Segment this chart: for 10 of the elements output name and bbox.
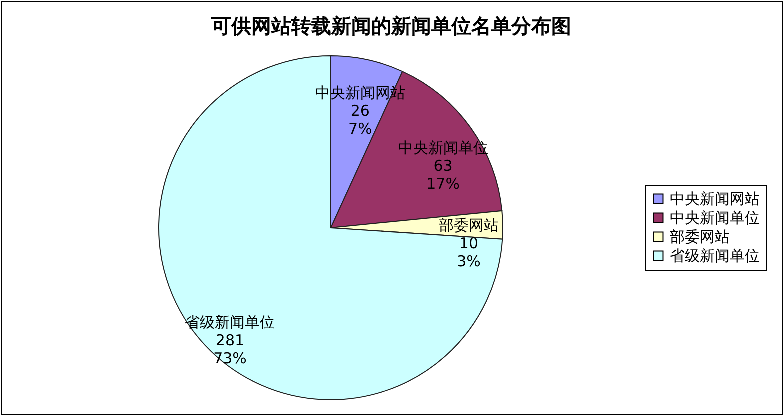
chart-title: 可供网站转载新闻的新闻单位名单分布图 [210, 14, 572, 38]
legend-label: 中央新闻单位 [670, 209, 760, 227]
legend-label: 中央新闻网站 [670, 190, 760, 208]
slice-label: 部委网站 [438, 216, 499, 235]
pie-slice [158, 56, 504, 400]
legend-label: 省级新闻单位 [670, 247, 760, 265]
legend-label: 部委网站 [670, 228, 730, 246]
data-label: 63 17% [426, 156, 460, 193]
data-label: 26 7% [348, 102, 372, 138]
data-label: 10 3% [457, 234, 481, 271]
